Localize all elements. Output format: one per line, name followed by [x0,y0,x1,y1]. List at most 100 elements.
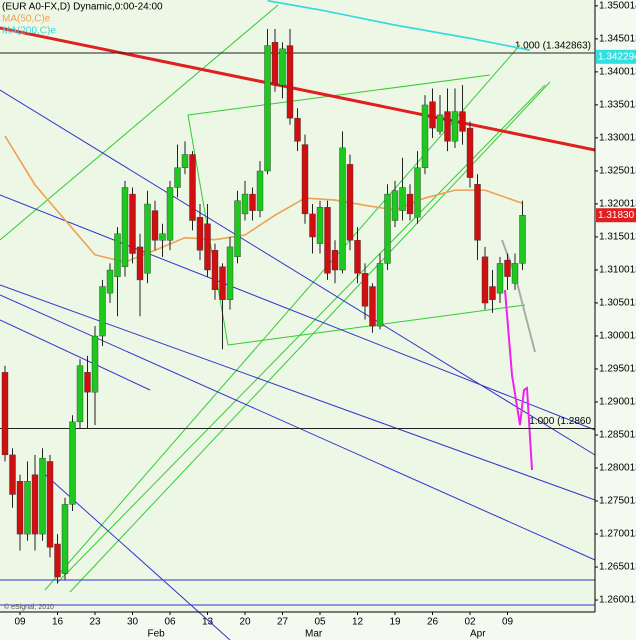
y-tick-label: 1.345013 [599,34,636,45]
candle-body [346,164,354,241]
axis-background [0,612,595,640]
candle-body [271,42,279,86]
x-tick-label: 09 [502,617,514,628]
y-tick-label: 1.315013 [599,232,636,243]
candle-body [474,183,481,241]
price-tag [596,49,636,64]
candle-body [31,474,39,535]
y-tick-label: 1.270013 [599,529,636,540]
legend-entry: MA(200,C)e [2,26,56,37]
candle-body [69,421,76,505]
y-tick-label: 1.285013 [599,430,636,441]
x-tick-label: 12 [352,617,364,628]
candle-body [9,454,16,495]
candle-body [309,213,316,238]
candle-body [196,217,204,251]
candle-body [286,45,294,119]
candle-body [61,504,69,574]
candle-body [181,154,189,168]
candle-body [256,170,264,211]
candle-body [496,263,504,294]
candle-body [436,114,444,132]
candle-body [429,101,436,129]
y-tick-label: 1.260013 [599,595,636,606]
candle-body [91,335,99,393]
candle-body [504,259,511,277]
level-label: 1.000 (1.342863) [515,41,591,52]
candle-body [301,144,309,215]
month-label: Feb [148,629,166,640]
candle-body [16,481,24,535]
ma-line [4,135,523,263]
candle-body [189,154,196,221]
candle-body [331,250,339,271]
candle-body [354,240,361,274]
candle-body [226,246,234,300]
candle-body [46,461,54,548]
y-tick-label: 1.305013 [599,298,636,309]
candle-body [174,167,181,188]
month-label: Mar [305,629,323,640]
y-tick-label: 1.280013 [599,463,636,474]
y-tick-label: 1.325013 [599,166,636,177]
y-tick-label: 1.265013 [599,562,636,573]
candle-body [54,543,61,578]
ma-line [267,0,531,51]
candle-body [361,273,369,307]
y-tick-label: 1.290013 [599,397,636,408]
x-tick-label: 09 [14,617,26,628]
x-tick-label: 13 [202,617,214,628]
price-tag [596,208,636,223]
candle-body [466,127,474,178]
candle-body [39,457,46,535]
candle-body [391,190,399,221]
y-tick-label: 1.335013 [599,100,636,111]
candle-body [459,111,466,132]
candle-body [99,286,106,337]
trendline [57,84,546,583]
candle-body [166,187,174,241]
candle-body [316,207,324,244]
candle-body [451,111,459,142]
candle-body [106,269,114,294]
y-tick-label: 1.295013 [599,364,636,375]
candle-body [264,45,271,172]
y-tick-label: 1.300013 [599,331,636,342]
candle-body [481,256,489,304]
projection [504,289,533,471]
trendline [0,294,596,561]
x-tick-label: 30 [127,617,139,628]
x-tick-label: 02 [464,617,476,628]
candle-body [406,193,414,215]
y-tick-label: 1.275013 [599,496,636,507]
x-tick-label: 27 [277,617,289,628]
candle-body [24,481,31,535]
month-label: Apr [470,629,486,640]
x-tick-label: 26 [427,617,439,628]
x-tick-label: 19 [389,617,401,628]
candle-body [414,167,421,218]
plot-background [0,0,595,612]
candle-body [519,215,526,264]
candle-body [279,48,286,86]
copyright: © eSignal, 2010 [4,603,54,611]
x-tick-label: 06 [164,617,176,628]
candle-body [511,263,519,284]
candle-body [129,193,136,254]
candle-body [369,286,376,327]
trendline [227,304,526,346]
trendline [44,44,521,591]
x-tick-label: 16 [52,617,64,628]
candle-body [136,246,144,281]
candle-body [399,187,406,211]
candle-body [211,250,219,291]
candle-body [294,117,301,142]
candle-body [121,187,129,267]
candle-body [339,147,346,271]
y-tick-label: 1.350014 [599,0,636,11]
candle-body [249,193,256,211]
candle-body [384,193,391,264]
trendline [0,26,596,152]
candle-body [376,263,384,327]
candle-body [324,207,331,274]
